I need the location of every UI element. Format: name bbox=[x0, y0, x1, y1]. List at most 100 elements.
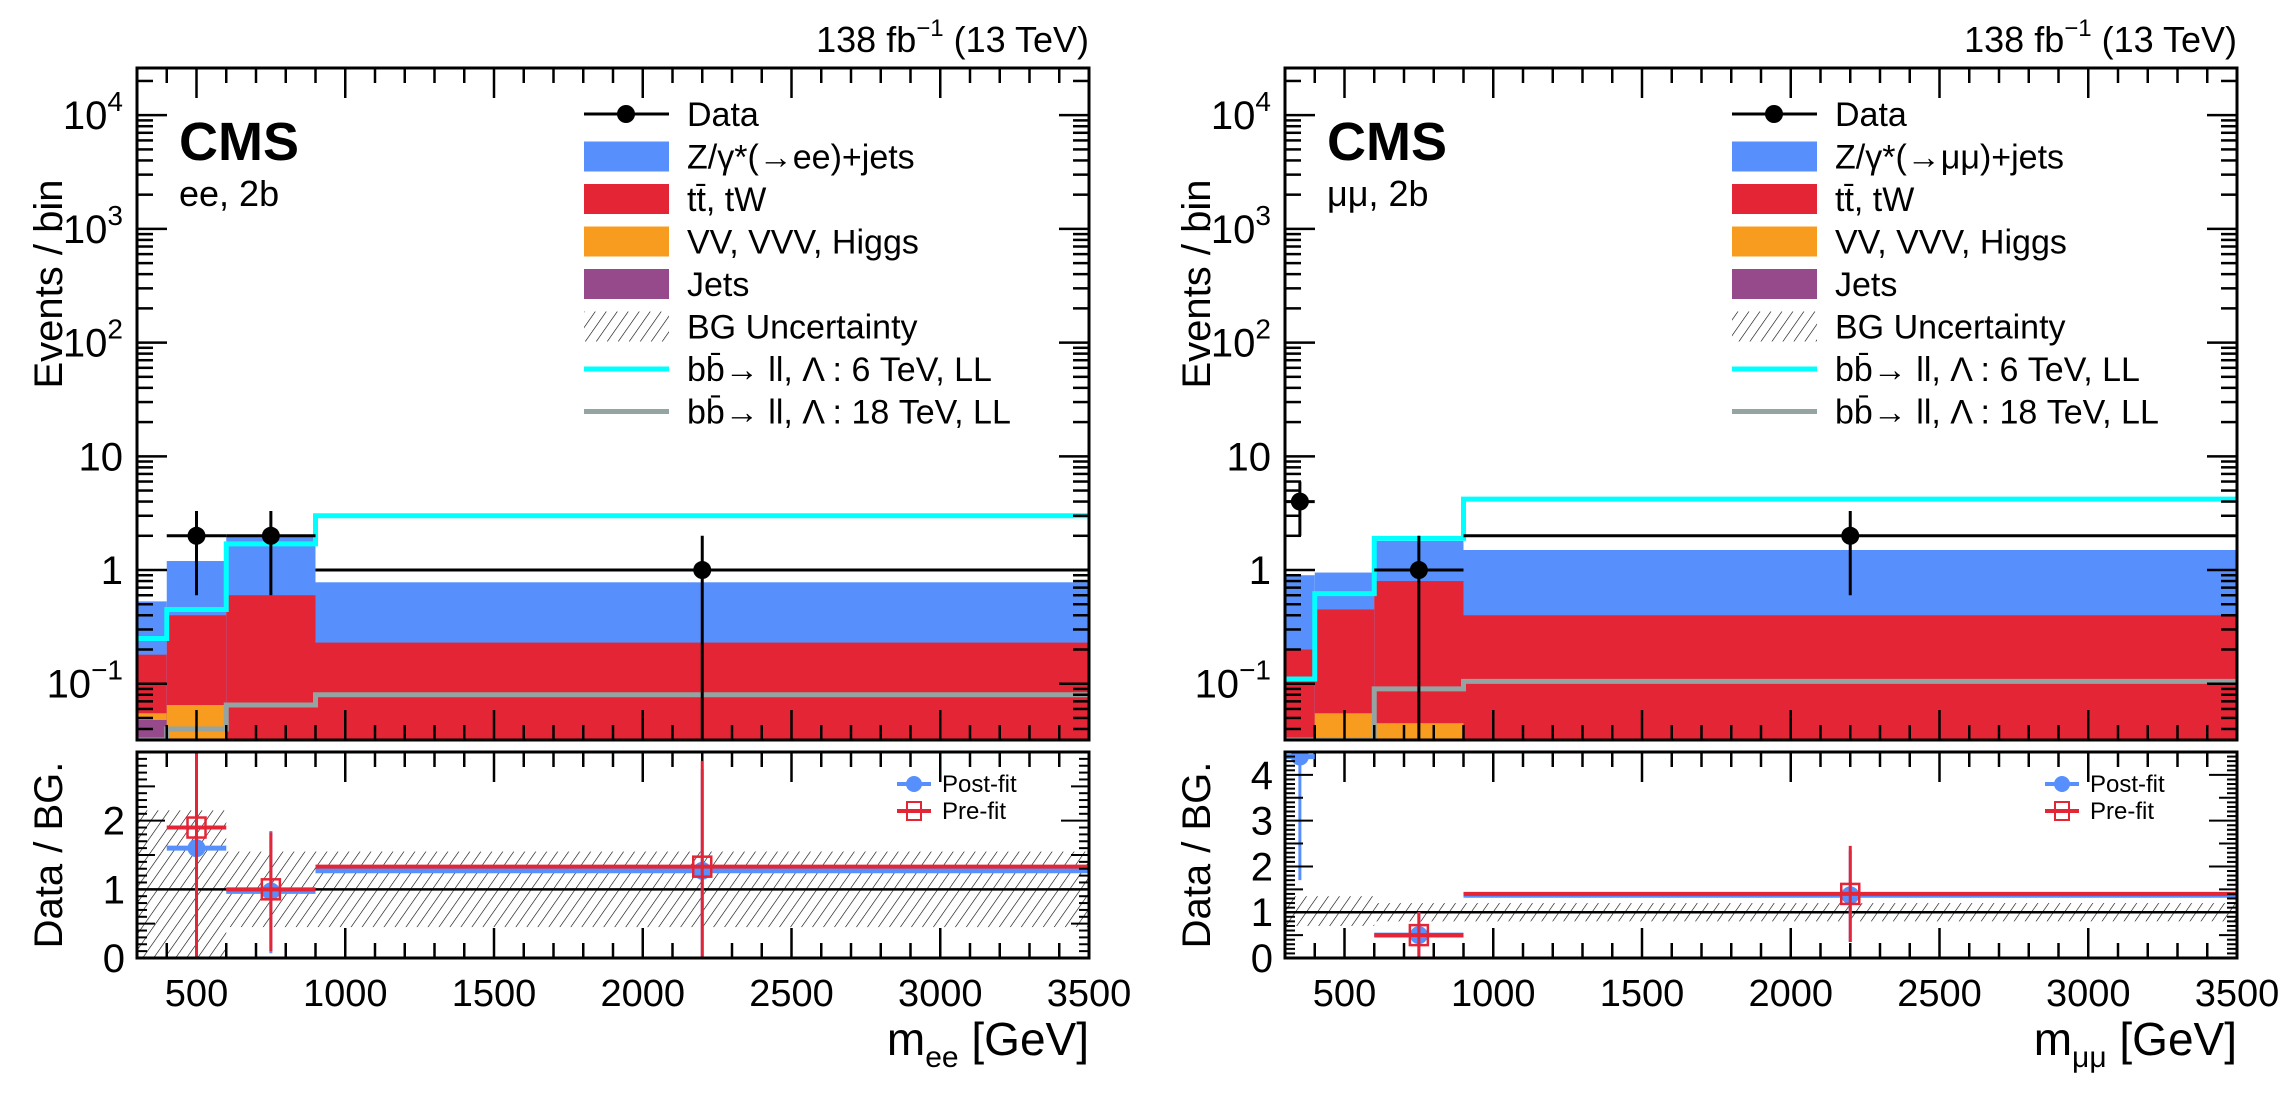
y-tick-base: 10 bbox=[1195, 663, 1240, 707]
legend-swatch bbox=[584, 184, 669, 214]
y-tick-base: 10 bbox=[1211, 322, 1256, 366]
data-marker bbox=[261, 526, 280, 545]
y-tick-exp: −1 bbox=[1239, 655, 1271, 686]
ratio-prefit-point bbox=[226, 832, 316, 952]
legend-item: Jets bbox=[1732, 266, 1897, 304]
y-tick-base: 10 bbox=[1211, 94, 1256, 138]
legend-swatch bbox=[584, 269, 669, 299]
signal-line-6tev bbox=[1285, 496, 2237, 682]
legend-item: Data bbox=[1732, 96, 1907, 134]
x-tick-label: 2500 bbox=[749, 973, 834, 1015]
ratio-plot-area bbox=[1285, 752, 2237, 958]
signal-line-6tev bbox=[137, 513, 1089, 641]
legend-label: BG Uncertainty bbox=[687, 309, 918, 347]
ratio-plot-area bbox=[137, 752, 1089, 958]
legend-label: Z/γ*(→ee)+jets bbox=[687, 139, 915, 177]
x-tick-label: 500 bbox=[1313, 973, 1376, 1015]
y-tick-base: 10 bbox=[1211, 208, 1256, 252]
ratio-legend-marker bbox=[906, 776, 922, 792]
ratio-uncertainty-band bbox=[137, 810, 227, 958]
main-plot-area bbox=[1285, 481, 2237, 740]
legend-item: bb̄→ ll, Λ : 6 TeV, LL bbox=[1732, 351, 2140, 389]
data-point bbox=[166, 511, 227, 596]
x-axis-unit: [GeV] bbox=[2107, 1013, 2237, 1065]
x-tick-label: 500 bbox=[165, 973, 228, 1015]
y-tick-base: 1 bbox=[1249, 549, 1271, 593]
legend-hatch-swatch bbox=[1732, 311, 1817, 342]
ratio-legend-item: Post-fit bbox=[897, 771, 1017, 798]
legend-swatch bbox=[1732, 269, 1817, 299]
data-point bbox=[315, 535, 1089, 740]
y-tick-label: 10−1 bbox=[47, 655, 123, 707]
y-tick-label: 103 bbox=[1211, 200, 1271, 252]
legend-data-marker bbox=[617, 105, 635, 123]
legend-item: bb̄→ ll, Λ : 6 TeV, LL bbox=[584, 351, 992, 389]
y-tick-base: 10 bbox=[63, 208, 108, 252]
legend-item: VV, VVV, Higgs bbox=[584, 224, 919, 262]
legend-item: tt̄, tW bbox=[584, 181, 766, 219]
legend-item: Z/γ*(→ee)+jets bbox=[584, 139, 915, 177]
ratio-prefit-point bbox=[166, 752, 227, 958]
postfit-marker bbox=[1290, 752, 1309, 766]
legend-label: VV, VVV, Higgs bbox=[1835, 224, 2067, 262]
x-axis-unit: [GeV] bbox=[959, 1013, 1089, 1065]
x-tick-label: 1500 bbox=[1600, 973, 1685, 1015]
ratio-legend-label: Post-fit bbox=[942, 771, 1017, 798]
ratio-legend-marker bbox=[2054, 776, 2070, 792]
legend-label: BG Uncertainty bbox=[1835, 309, 2066, 347]
y-tick-exp: 3 bbox=[107, 200, 123, 231]
legend-label: bb̄→ ll, Λ : 6 TeV, LL bbox=[1835, 351, 2140, 389]
legend-hatch-swatch bbox=[584, 311, 669, 342]
x-tick-label: 2000 bbox=[600, 973, 685, 1015]
legend-label: bb̄→ ll, Λ : 6 TeV, LL bbox=[687, 351, 992, 389]
lumi-label: 138 fb−1 (13 TeV) bbox=[1964, 15, 2237, 60]
data-point bbox=[226, 511, 316, 596]
ratio-y-tick-label: 0 bbox=[103, 937, 125, 981]
prefit-marker bbox=[692, 855, 713, 878]
y-tick-exp: 4 bbox=[107, 86, 123, 117]
y-tick-base: 1 bbox=[101, 549, 123, 593]
y-tick-exp: 2 bbox=[107, 314, 123, 345]
y-tick-label: 104 bbox=[1211, 86, 1271, 138]
y-tick-base: 10 bbox=[47, 663, 92, 707]
ratio-y-tick-label: 1 bbox=[103, 868, 125, 912]
legend-swatch bbox=[1732, 141, 1817, 172]
ratio-y-tick-label: 2 bbox=[1251, 845, 1273, 889]
legend-swatch bbox=[1732, 226, 1817, 257]
y-tick-base: 10 bbox=[63, 322, 108, 366]
y-tick-label: 1 bbox=[101, 549, 123, 593]
legend-item: VV, VVV, Higgs bbox=[1732, 224, 2067, 262]
x-tick-label: 1000 bbox=[1451, 973, 1536, 1015]
legend-swatch bbox=[1732, 184, 1817, 214]
cms-label: CMS bbox=[179, 112, 299, 172]
data-marker bbox=[187, 526, 206, 545]
x-tick-label: 2000 bbox=[1748, 973, 1833, 1015]
y-tick-base: 10 bbox=[63, 94, 108, 138]
x-axis-label: mee [GeV] bbox=[887, 1013, 1089, 1074]
legend-swatch bbox=[584, 141, 669, 172]
legend-label: Z/γ*(→μμ)+jets bbox=[1835, 139, 2064, 177]
legend-item: bb̄→ ll, Λ : 18 TeV, LL bbox=[1732, 394, 2159, 432]
legend-label: tt̄, tW bbox=[1835, 181, 1914, 219]
y-tick-label: 102 bbox=[1211, 314, 1271, 366]
legend-data-marker bbox=[1765, 105, 1783, 123]
y-axis-label: Events / bin bbox=[27, 179, 71, 388]
ratio-legend-marker bbox=[2054, 801, 2070, 821]
signal-line-18tev bbox=[1285, 678, 2237, 740]
data-marker bbox=[1841, 526, 1860, 545]
ratio-prefit-point bbox=[1374, 912, 1464, 958]
x-axis-sub: ee bbox=[925, 1041, 958, 1074]
ratio-legend-item: Post-fit bbox=[2045, 771, 2165, 798]
legend-item: BG Uncertainty bbox=[584, 309, 918, 347]
lumi-value: 138 fb bbox=[1964, 19, 2064, 60]
y-tick-label: 102 bbox=[63, 314, 123, 366]
main-plot-area bbox=[137, 511, 1089, 740]
ratio-legend-label: Post-fit bbox=[2090, 771, 2165, 798]
ratio-legend-label: Pre-fit bbox=[2090, 798, 2154, 825]
ratio-y-tick-label: 0 bbox=[1251, 937, 1273, 981]
legend-label: bb̄→ ll, Λ : 18 TeV, LL bbox=[1835, 394, 2159, 432]
legend-label: VV, VVV, Higgs bbox=[687, 224, 919, 262]
ratio-frame bbox=[1283, 750, 2239, 960]
